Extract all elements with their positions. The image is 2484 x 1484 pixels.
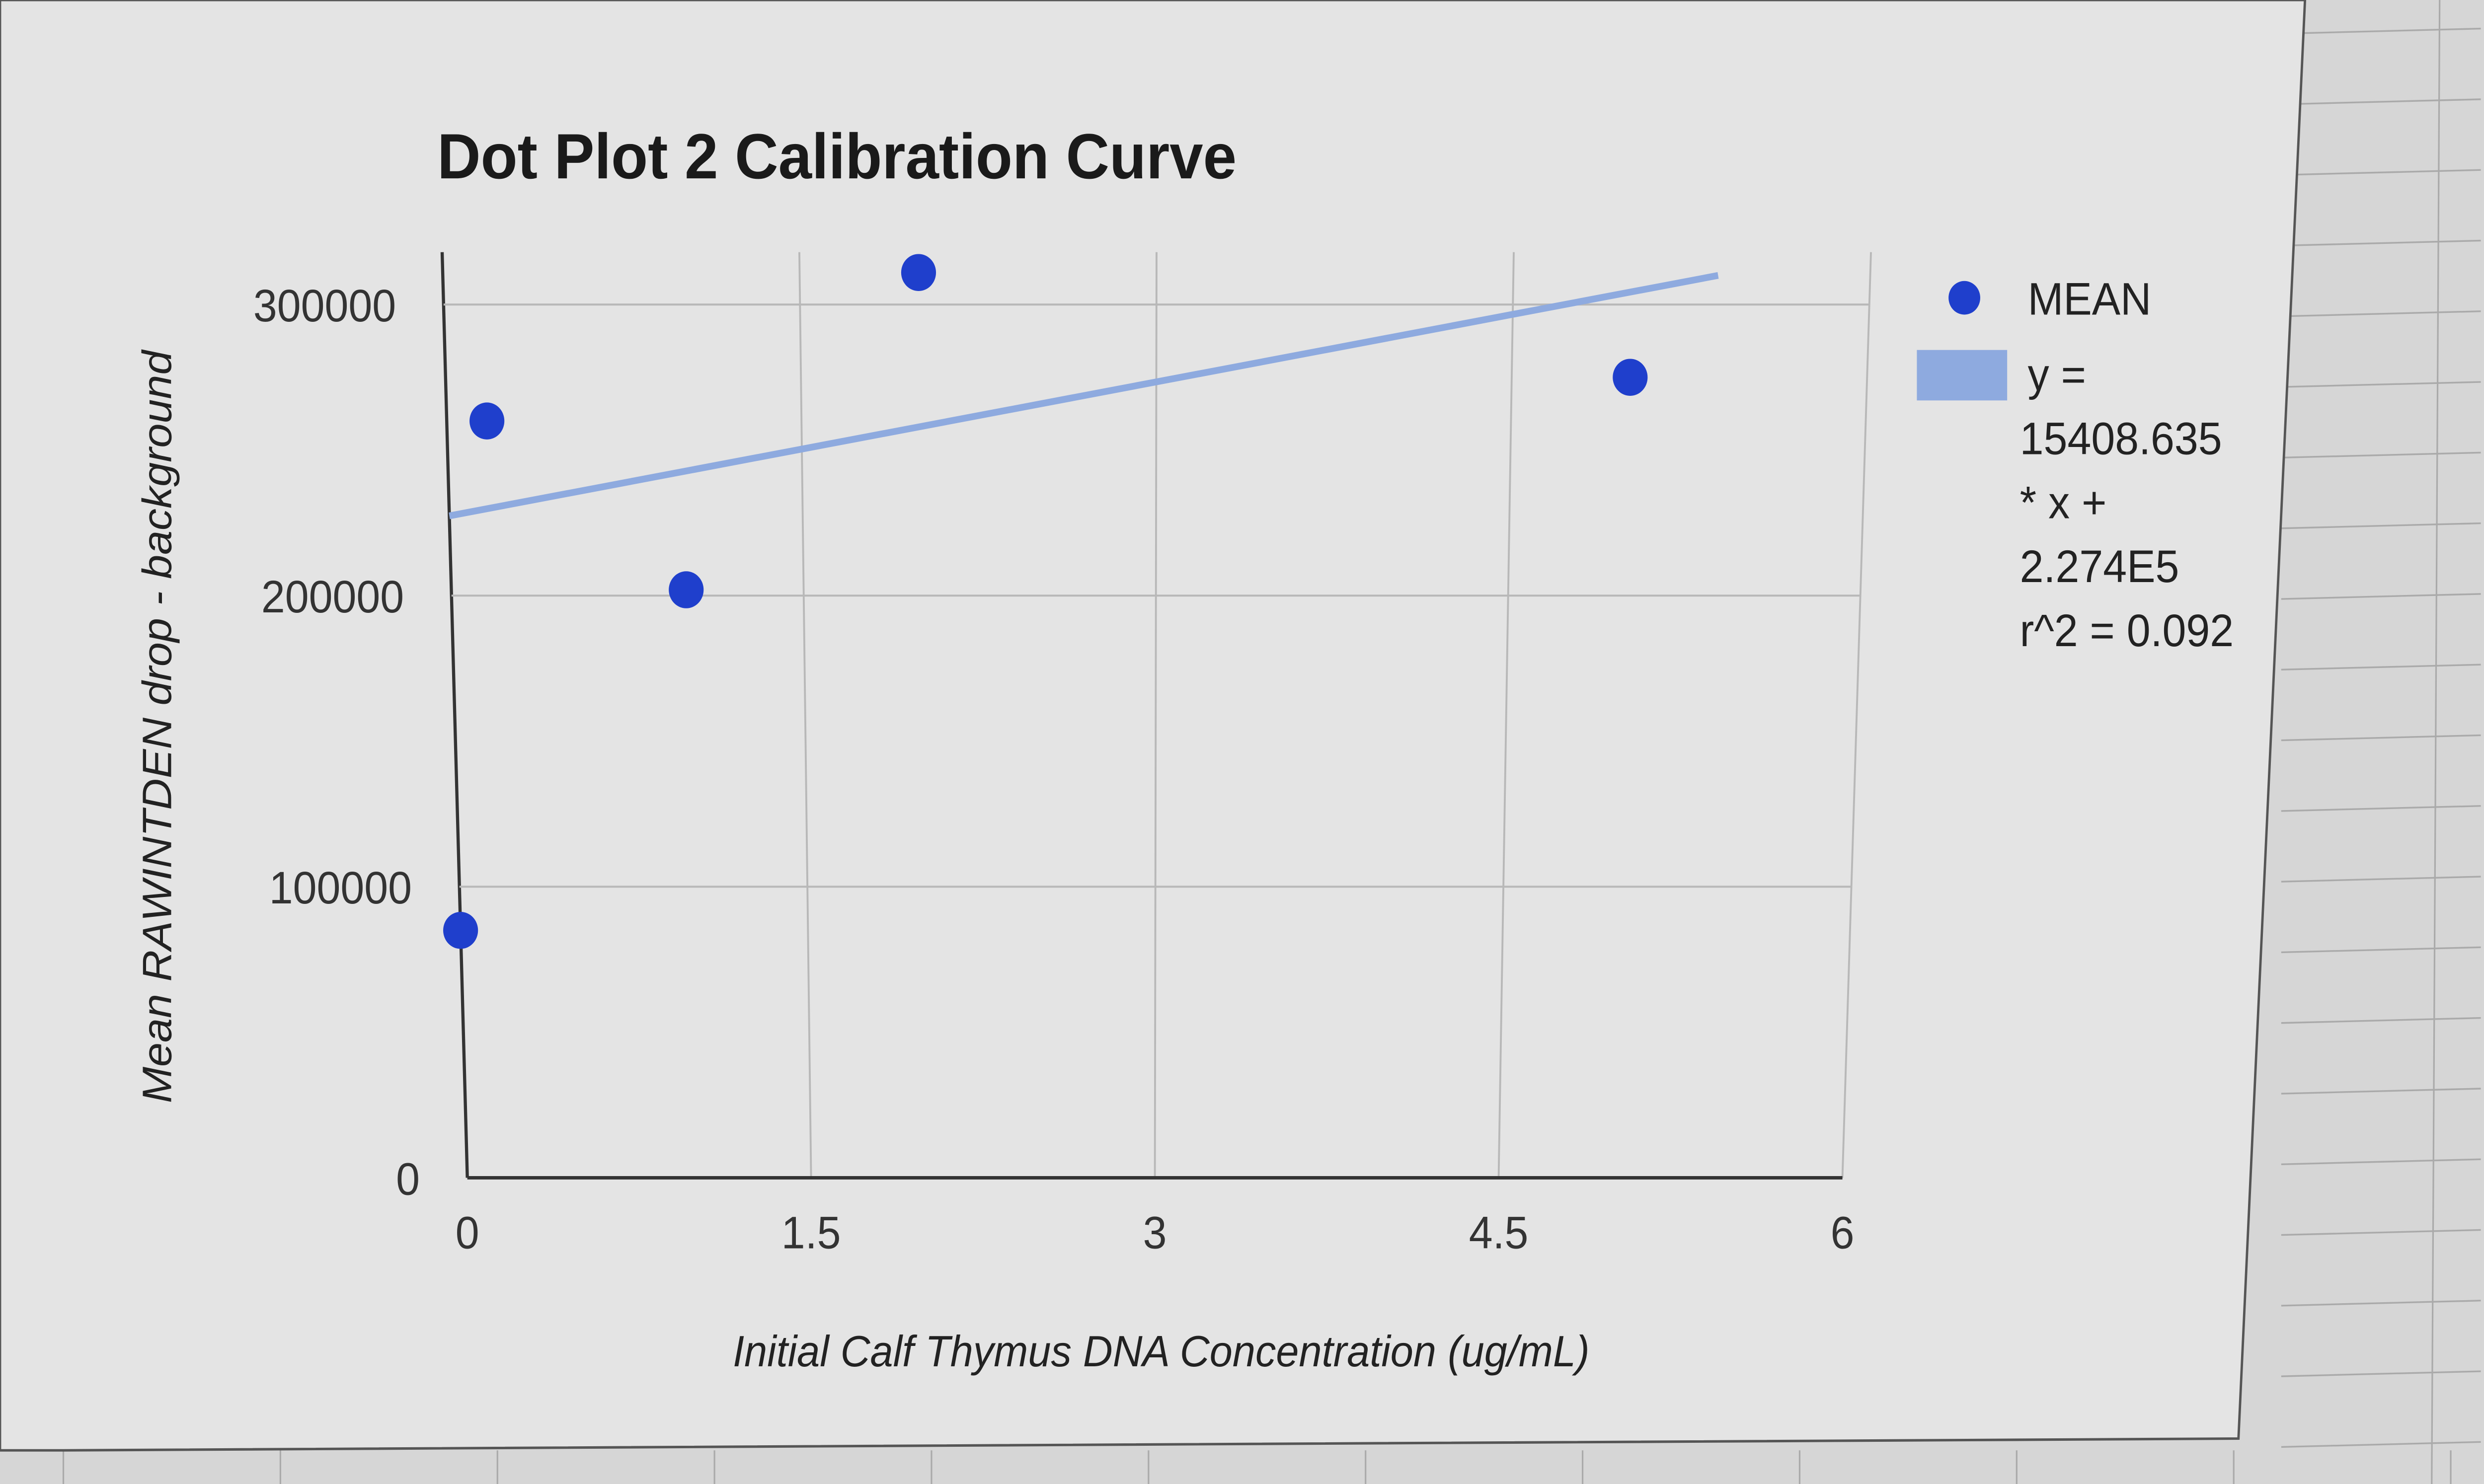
sheet-row-line	[2281, 1088, 2481, 1095]
sheet-row-line	[2281, 169, 2481, 176]
sheet-row-line	[2281, 451, 2481, 459]
sheet-row-line	[2281, 1017, 2481, 1024]
legend-trendline-text: 2.274E5	[2020, 541, 2179, 592]
sheet-row-line	[2281, 98, 2481, 105]
sheet-col-line	[2431, 0, 2441, 1484]
legend-trendline-text: * x +	[2020, 477, 2107, 528]
legend-trendline-text: y =	[2028, 350, 2086, 400]
sheet-row-line	[2281, 1300, 2481, 1307]
data-point	[669, 571, 704, 608]
y-axis-label: Mean RAWINTDEN drop - background	[135, 349, 180, 1103]
legend: MEAN y = 15408.635 * x + 2.274E5 r^2 = 0.092	[1917, 274, 2234, 656]
chart-panel	[0, 0, 2307, 1452]
sheet-row-line	[2281, 381, 2481, 388]
y-tick-label: 0	[396, 1154, 420, 1204]
sheet-row-line	[2281, 1158, 2481, 1166]
x-gridline	[1154, 252, 1158, 1178]
sheet-row-line	[2281, 1370, 2481, 1377]
axis-ticks: 0 1.5 3 4.5 6 0 100000 200000 300000	[253, 281, 1855, 1259]
x-axis-label: Initial Calf Thymus DNA Concentration (u…	[733, 1328, 1589, 1376]
data-points	[443, 254, 1648, 949]
y-tick-label: 100000	[269, 863, 412, 913]
x-gridline	[1841, 252, 1872, 1178]
sheet-row-line	[2281, 1229, 2481, 1236]
sheet-row-line	[2281, 805, 2481, 812]
trendline	[449, 272, 1719, 519]
sheet-row-line	[2281, 27, 2481, 35]
x-tick-label: 3	[1143, 1207, 1167, 1258]
x-tick-label: 1.5	[781, 1207, 841, 1258]
sheet-row-line	[2281, 310, 2481, 317]
sheet-row-line	[2281, 593, 2481, 600]
legend-trendline-text: r^2 = 0.092	[2020, 605, 2234, 656]
legend-mean-label: MEAN	[2028, 274, 2152, 324]
x-tick-label: 6	[1831, 1207, 1855, 1258]
data-point	[1613, 359, 1648, 396]
legend-mean-marker	[1948, 281, 1980, 315]
data-point	[901, 254, 936, 291]
sheet-row-line	[2281, 946, 2481, 954]
plot-grid	[440, 252, 1872, 1180]
sheet-row-line	[2281, 876, 2481, 883]
data-point	[443, 911, 478, 949]
x-gridline	[440, 252, 469, 1178]
sheet-row-line	[2281, 734, 2481, 742]
chart-title: Dot Plot 2 Calibration Curve	[437, 121, 1237, 192]
spreadsheet-grid	[62, 0, 2481, 1484]
sheet-row-line	[2281, 664, 2481, 671]
x-gridline	[1497, 252, 1515, 1178]
legend-trend-swatch	[1917, 350, 2008, 401]
x-gridline	[798, 252, 812, 1178]
legend-trendline-text: 15408.635	[2020, 413, 2222, 464]
sheet-row-line	[2281, 239, 2481, 247]
sheet-row-line	[2281, 522, 2481, 529]
x-tick-label: 4.5	[1469, 1207, 1529, 1258]
sheet-row-line	[2281, 1441, 2481, 1448]
y-tick-label: 300000	[253, 281, 396, 331]
x-tick-label: 0	[456, 1207, 479, 1258]
data-point	[469, 402, 505, 440]
y-tick-label: 200000	[261, 572, 404, 622]
